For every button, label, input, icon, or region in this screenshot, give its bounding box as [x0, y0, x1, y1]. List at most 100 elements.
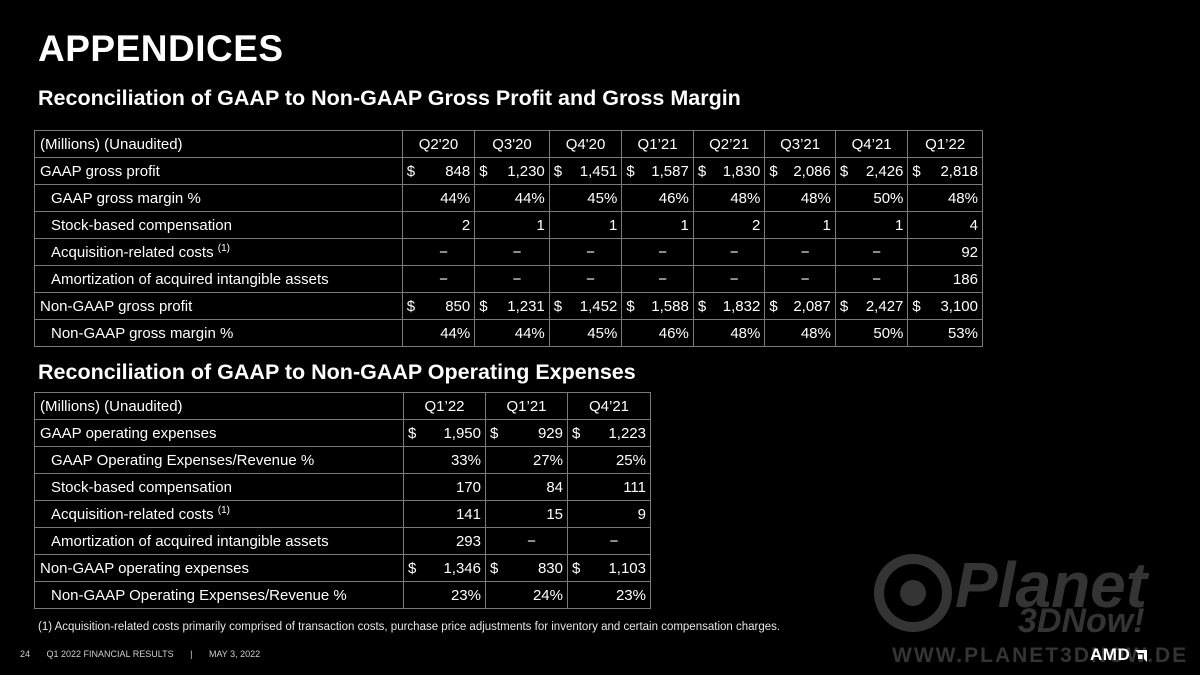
table-cell: $2,087 — [764, 292, 836, 320]
table-cell: 2 — [692, 211, 766, 239]
planet3dnow-watermark: Planet 3DNow! WWW.PLANET3DNOW.DE — [870, 548, 1190, 670]
table-cell: 46% — [621, 319, 694, 347]
table-cell: − — [401, 265, 476, 293]
cell-value: − — [439, 270, 448, 288]
cell-value: 45% — [587, 189, 618, 207]
table-row-non-gaap-operating-expenses: Non-GAAP operating expenses $1,346 $830 $1,… — [34, 554, 651, 582]
table-cell: − — [764, 265, 836, 293]
cell-value: 111 — [623, 478, 646, 496]
table-cell: − — [834, 238, 909, 266]
table-cell: 1 — [764, 211, 836, 239]
cell-value: − — [800, 243, 810, 261]
cell-value: 2,818 — [940, 162, 978, 180]
table-row-stock-based-compensation: Stock-based compensation 2 1 1 1 2 1 1 4 — [34, 211, 983, 239]
column-header: Q1’22 — [403, 392, 486, 420]
cell-value: − — [586, 270, 595, 288]
currency-symbol: $ — [406, 162, 416, 180]
currency-symbol: $ — [479, 162, 488, 180]
cell-value: 1 — [680, 216, 689, 234]
table-cell: 92 — [907, 238, 983, 266]
cell-value: 1 — [822, 216, 831, 234]
cell-value: 2,087 — [793, 297, 831, 315]
table-row-non-gaap-gross-margin: Non-GAAP gross margin % 44% 44% 45% 46% 48% 48… — [34, 319, 983, 347]
footnote: (1) Acquisition-related costs primarily … — [38, 621, 781, 633]
row-label: GAAP gross profit — [34, 157, 403, 185]
column-header: Q3’21 — [764, 130, 836, 158]
cell-value: 1,103 — [608, 559, 646, 577]
table-cell: $1,230 — [474, 157, 550, 185]
row-label: Amortization of acquired intangible asse… — [34, 527, 404, 555]
footnote-reference: (1) — [217, 504, 230, 516]
currency-symbol: $ — [479, 297, 488, 315]
footnote-reference: (1) — [217, 242, 230, 254]
cell-value: 170 — [455, 478, 481, 496]
cell-value: 44% — [514, 324, 545, 342]
row-label: Acquisition-related costs (1) — [34, 500, 404, 528]
cell-value: 15 — [546, 505, 563, 523]
table-cell: $1,231 — [474, 292, 550, 320]
amd-logo: AMD — [1090, 645, 1148, 665]
row-label-text: Non-GAAP operating expenses — [40, 559, 250, 577]
cell-value: 84 — [546, 478, 563, 496]
slide-footer: 24 Q1 2022 FINANCIAL RESULTS | MAY 3, 20… — [20, 649, 274, 659]
cell-value: 1,451 — [579, 162, 618, 180]
cell-value: − — [729, 243, 739, 261]
gross-profit-reconciliation-table: (Millions) (Unaudited) Q2'20 Q3'20 Q4'20 Q1’… — [34, 130, 983, 347]
table-cell: 1 — [474, 211, 550, 239]
currency-symbol: $ — [408, 559, 417, 577]
table-row-gaap-operating-expenses: GAAP operating expenses $1,950 $929 $1,223 — [34, 419, 651, 447]
column-header: Q2'20 — [401, 130, 476, 158]
table-header-row: (Millions) (Unaudited) Q2'20 Q3'20 Q4'20 Q1’… — [34, 130, 983, 158]
cell-value: − — [658, 243, 667, 261]
table-cell: $1,832 — [692, 292, 766, 320]
table-row-acquisition-related-costs: Acquisition-related costs (1) 141 15 9 — [34, 500, 651, 528]
table-cell: − — [401, 238, 476, 266]
row-label-text: Acquisition-related costs — [51, 243, 214, 261]
table-cell: $929 — [485, 419, 568, 447]
table-row-gaap-gross-profit: GAAP gross profit $848 $1,230 $1,451 $1,587 $… — [34, 157, 983, 185]
table-cell: − — [548, 238, 623, 266]
currency-symbol: $ — [553, 297, 563, 315]
table-cell: 48% — [907, 184, 983, 212]
table-cell: $1,103 — [567, 554, 651, 582]
cell-value: 25% — [615, 451, 646, 469]
cell-value: − — [439, 243, 448, 261]
table-cell: $1,588 — [621, 292, 694, 320]
watermark-sub: 3DNow! — [1018, 602, 1145, 640]
document-date: MAY 3, 2022 — [208, 649, 261, 659]
document-name: Q1 2022 FINANCIAL RESULTS — [46, 649, 174, 659]
table-cell: 1 — [548, 211, 623, 239]
cell-value: − — [729, 270, 739, 288]
row-label-text: GAAP gross profit — [40, 162, 160, 180]
table-cell: $850 — [401, 292, 476, 320]
column-header: Q1’21 — [621, 130, 694, 158]
cell-value: 141 — [455, 505, 481, 523]
cell-value: − — [872, 270, 881, 288]
table-cell: − — [567, 527, 651, 555]
table-cell: 15 — [485, 500, 568, 528]
table-cell: $2,426 — [834, 157, 909, 185]
cell-value: 24% — [532, 586, 563, 604]
table-row-amortization-of-acquired-intangible-assets: Amortization of acquired intangible asse… — [34, 265, 983, 293]
cell-value: − — [512, 270, 522, 288]
page-number: 24 — [20, 649, 31, 659]
table-cell: 50% — [834, 319, 909, 347]
table-cell: − — [621, 238, 694, 266]
row-label: Non-GAAP gross margin % — [34, 319, 403, 347]
footer-separator: | — [190, 649, 193, 659]
row-label-text: Amortization of acquired intangible asse… — [51, 532, 329, 550]
table-cell: 44% — [474, 319, 550, 347]
row-label-text: GAAP gross margin % — [51, 189, 201, 207]
column-header-label: (Millions) (Unaudited) — [34, 392, 404, 420]
amd-arrow-icon — [1135, 649, 1148, 662]
cell-value: 1,452 — [579, 297, 618, 315]
cell-value: − — [527, 532, 536, 550]
table-cell: 170 — [403, 473, 486, 501]
table-row-acquisition-related-costs: Acquisition-related costs (1) − − − − − − − 92 — [34, 238, 983, 266]
cell-value: 1,832 — [722, 297, 761, 315]
row-label: GAAP Operating Expenses/Revenue % — [34, 446, 404, 474]
table-row-gaap-operating-expenses-revenue: GAAP Operating Expenses/Revenue % 33% 27% 2… — [34, 446, 651, 474]
row-label-text: Non-GAAP gross profit — [40, 297, 193, 315]
row-label: GAAP operating expenses — [34, 419, 404, 447]
table-cell: 1 — [621, 211, 694, 239]
